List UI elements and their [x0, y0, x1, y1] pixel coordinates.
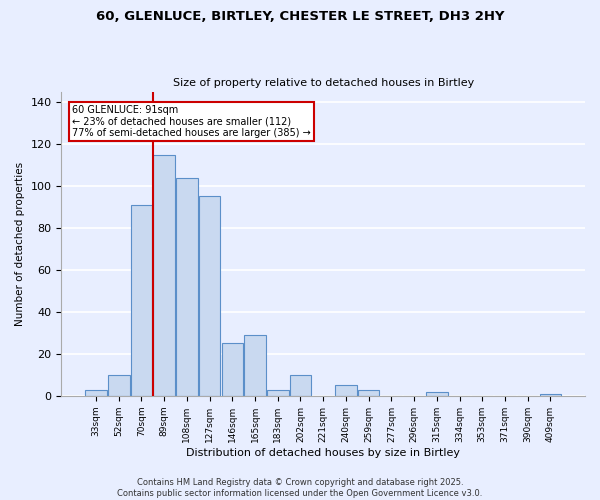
- Bar: [244, 335, 266, 396]
- Bar: [358, 390, 379, 396]
- Bar: [221, 344, 243, 396]
- Bar: [108, 375, 130, 396]
- Bar: [539, 394, 561, 396]
- Title: Size of property relative to detached houses in Birtley: Size of property relative to detached ho…: [173, 78, 474, 88]
- Bar: [85, 390, 107, 396]
- Bar: [290, 375, 311, 396]
- Bar: [154, 154, 175, 396]
- Bar: [176, 178, 197, 396]
- Bar: [267, 390, 289, 396]
- Bar: [335, 386, 357, 396]
- Bar: [426, 392, 448, 396]
- Bar: [199, 196, 220, 396]
- Text: Contains HM Land Registry data © Crown copyright and database right 2025.
Contai: Contains HM Land Registry data © Crown c…: [118, 478, 482, 498]
- X-axis label: Distribution of detached houses by size in Birtley: Distribution of detached houses by size …: [186, 448, 460, 458]
- Bar: [131, 205, 152, 396]
- Y-axis label: Number of detached properties: Number of detached properties: [15, 162, 25, 326]
- Text: 60, GLENLUCE, BIRTLEY, CHESTER LE STREET, DH3 2HY: 60, GLENLUCE, BIRTLEY, CHESTER LE STREET…: [96, 10, 504, 23]
- Text: 60 GLENLUCE: 91sqm
← 23% of detached houses are smaller (112)
77% of semi-detach: 60 GLENLUCE: 91sqm ← 23% of detached hou…: [72, 105, 311, 138]
